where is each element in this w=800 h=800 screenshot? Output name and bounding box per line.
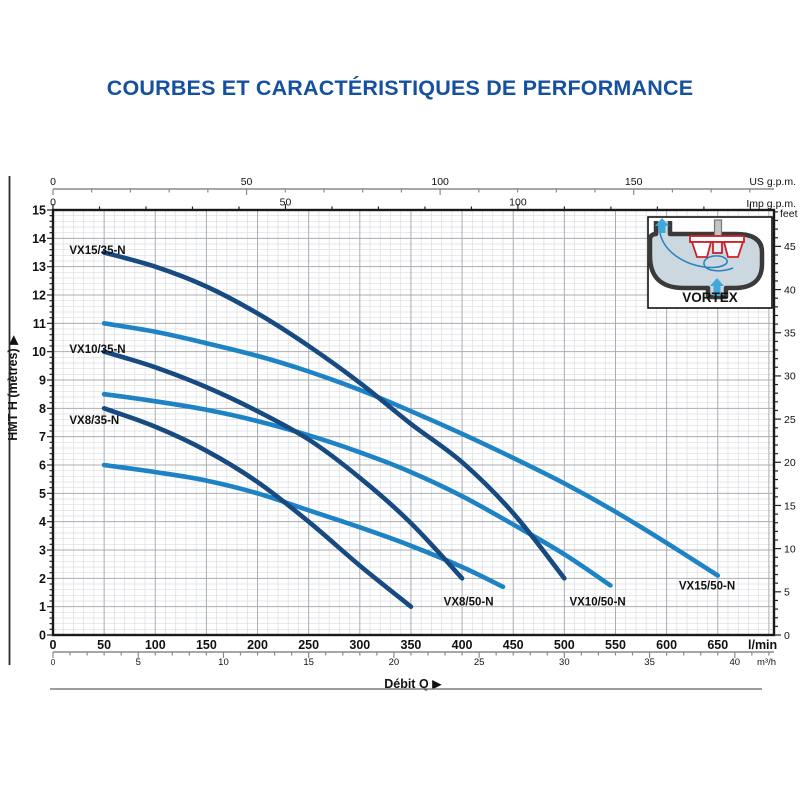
y-axis-title: HMT H (mètres) ▶ — [6, 335, 20, 441]
tick-label: 0 — [50, 176, 56, 188]
axis-feet: 0 5 10 15 20 25 30 35 40 45 feet — [774, 208, 798, 642]
flow-arrow-in-icon — [710, 278, 724, 296]
tick-label: 300 — [349, 638, 370, 652]
tick-label: 100 — [431, 176, 449, 188]
tick-label: 40 — [730, 657, 741, 668]
axis-m3h: 0 5 10 15 20 25 30 35 40 m³/h — [51, 651, 776, 668]
tick-label: 0 — [39, 629, 46, 643]
tick-label: 15 — [32, 204, 46, 218]
curve-label-vx10-35-n: VX10/35-N — [69, 344, 125, 356]
axis-name-feet: feet — [780, 208, 798, 220]
x-axis-title: Débit Q ▶ — [384, 677, 442, 691]
tick-label: 5 — [136, 657, 141, 668]
axis-name-lmin: l/min — [748, 638, 777, 652]
tick-label: 10 — [32, 345, 46, 359]
curve-label-vx8-50-n: VX8/50-N — [444, 596, 494, 608]
tick-label: 0 — [51, 658, 56, 667]
tick-label: 15 — [784, 500, 796, 512]
tick-label: 50 — [241, 176, 253, 188]
tick-label: 1 — [39, 600, 46, 614]
tick-label: 10 — [784, 543, 796, 555]
pump-curves — [101, 250, 721, 609]
tick-label: 200 — [247, 638, 268, 652]
axis-imp-gpm: 0 50 100 Imp g.p.m. — [50, 197, 796, 210]
tick-label: 12 — [32, 289, 46, 303]
curve-label-vx15-50-n: VX15/50-N — [679, 581, 735, 593]
tick-label: 100 — [509, 197, 527, 209]
tick-label: 3 — [39, 544, 46, 558]
curve-label-vx8-35-n: VX8/35-N — [69, 415, 119, 427]
tick-label: 15 — [303, 657, 314, 668]
swirl-flow-line — [659, 232, 734, 272]
tick-label: 11 — [33, 317, 46, 331]
tick-label: 2 — [39, 572, 46, 586]
tick-label: 350 — [401, 638, 422, 652]
tick-label: 30 — [784, 371, 796, 383]
curve-vx15-35-n — [101, 250, 567, 581]
tick-label: 10 — [218, 657, 229, 668]
curve-label-vx10-50-n: VX10/50-N — [569, 596, 625, 608]
tick-label: 45 — [784, 241, 796, 253]
tick-label: 600 — [656, 638, 677, 652]
axis-lmin: 0 50 100 150 200 250 300 350 400 450 500 550 600 650 l… — [50, 638, 778, 652]
curve-vx15-50-n — [101, 321, 721, 578]
tick-label: 14 — [32, 232, 46, 246]
tick-label: 50 — [280, 197, 292, 209]
curve-vx10-50-n — [101, 391, 613, 588]
tick-label: 40 — [784, 284, 796, 296]
plot-border — [51, 208, 776, 637]
tick-label: 25 — [474, 657, 485, 668]
tick-label: 550 — [605, 638, 626, 652]
tick-label: 50 — [97, 638, 111, 652]
tick-label: 500 — [554, 638, 575, 652]
tick-label: 0 — [50, 197, 56, 209]
curve-label-vx15-35-n: VX15/35-N — [69, 245, 125, 257]
tick-label: 9 — [39, 374, 46, 388]
tick-label: 150 — [625, 176, 643, 188]
curve-vx8-35-n — [101, 406, 414, 609]
tick-label: 0 — [50, 638, 57, 652]
curve-vx10-35-n — [101, 349, 465, 581]
tick-label: 400 — [452, 638, 473, 652]
tick-label: 13 — [32, 260, 46, 274]
tick-label: 30 — [559, 657, 570, 668]
axis-name-imp-gpm: Imp g.p.m. — [746, 198, 796, 210]
impeller-icon — [689, 235, 745, 258]
tick-label: 650 — [707, 638, 728, 652]
tick-label: 8 — [39, 402, 46, 416]
tick-label: 20 — [389, 657, 400, 668]
tick-label: 5 — [39, 487, 46, 501]
tick-label: 25 — [784, 414, 796, 426]
tick-label: 6 — [39, 459, 46, 473]
tick-label: 20 — [784, 457, 796, 469]
axis-name-m3h: m³/h — [757, 657, 776, 668]
tick-label: 250 — [298, 638, 319, 652]
tick-label: 450 — [503, 638, 524, 652]
tick-label: 4 — [39, 515, 46, 529]
vortex-label: VORTEX — [682, 290, 738, 305]
tick-label: 35 — [644, 657, 655, 668]
tick-label: 7 — [39, 430, 46, 444]
tick-label: 0 — [784, 630, 790, 642]
curve-vx8-50-n — [101, 462, 506, 590]
tick-label: 150 — [196, 638, 217, 652]
tick-label: 100 — [145, 638, 166, 652]
tick-label: 5 — [784, 587, 790, 599]
grid-major — [53, 210, 774, 635]
vortex-inset: VORTEX — [647, 216, 773, 309]
flow-arrow-out-icon — [655, 218, 669, 233]
axis-us-gpm: 0 50 100 150 US g.p.m. — [50, 176, 796, 195]
axis-name-us-gpm: US g.p.m. — [749, 176, 796, 188]
page-title: COURBES ET CARACTÉRISTIQUES DE PERFORMAN… — [106, 76, 694, 100]
pump-cross-section-icon — [647, 219, 765, 300]
tick-label: 35 — [784, 328, 796, 340]
